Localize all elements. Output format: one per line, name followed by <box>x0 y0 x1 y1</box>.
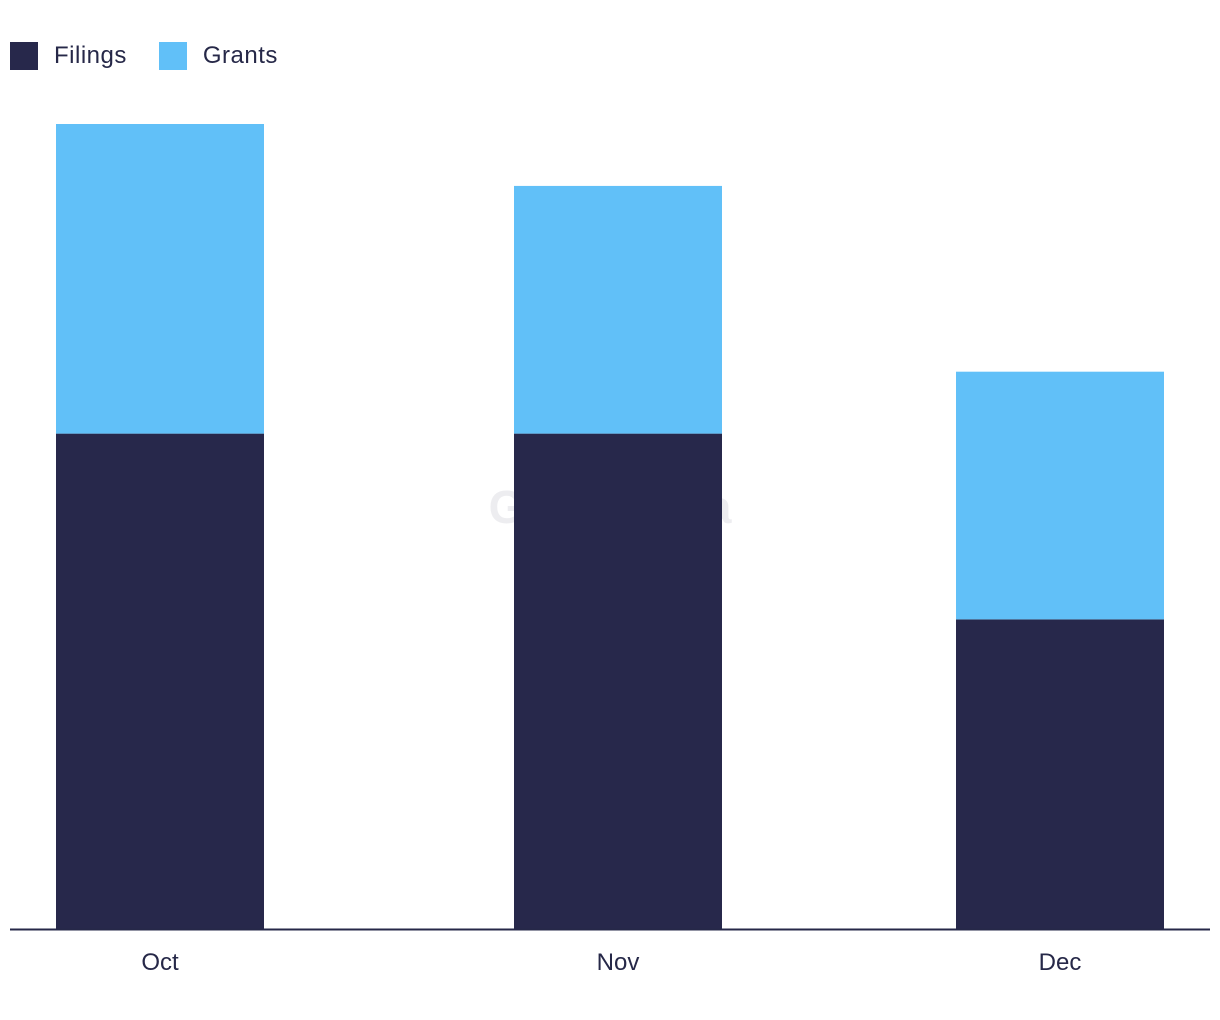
x-tick-label-dec: Dec <box>1039 949 1082 976</box>
bar-filings-nov <box>514 433 722 929</box>
legend-item-grants: Grants <box>158 42 278 70</box>
bar-grants-dec <box>956 371 1164 620</box>
legend: Filings Grants <box>10 42 310 70</box>
x-tick-label-nov: Nov <box>597 949 640 976</box>
bar-filings-oct <box>56 433 264 929</box>
bar-grants-nov <box>514 185 722 434</box>
bar-filings-dec <box>956 619 1164 929</box>
legend-label-filings: Filings <box>54 42 127 69</box>
x-tick-label-oct: Oct <box>141 949 179 976</box>
legend-label-grants: Grants <box>202 42 278 69</box>
legend-swatch-grants <box>158 42 187 70</box>
bar-grants-oct <box>56 124 264 434</box>
legend-item-filings: Filings <box>10 42 127 70</box>
legend-swatch-filings <box>10 42 38 70</box>
